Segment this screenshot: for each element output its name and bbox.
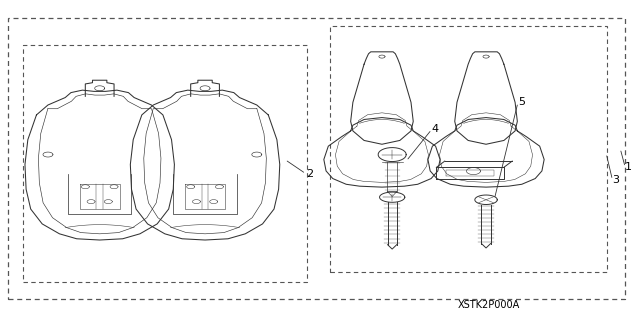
Text: 2: 2 bbox=[306, 169, 313, 179]
Text: 5: 5 bbox=[518, 97, 525, 107]
Text: 4: 4 bbox=[432, 124, 439, 134]
Text: XSTK2P000A: XSTK2P000A bbox=[458, 300, 520, 310]
Text: 1: 1 bbox=[625, 162, 632, 173]
Text: 3: 3 bbox=[612, 175, 620, 185]
